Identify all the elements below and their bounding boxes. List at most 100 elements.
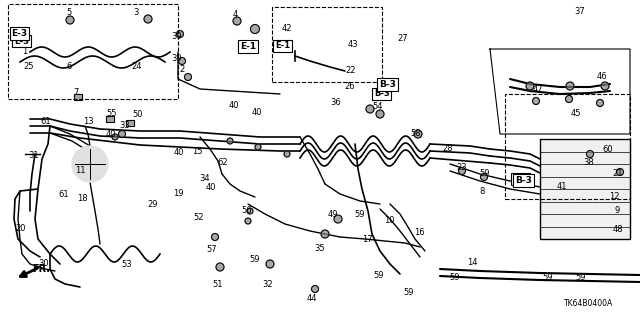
Text: 45: 45: [571, 109, 581, 118]
Bar: [74, 94, 82, 100]
Text: 41: 41: [557, 182, 567, 191]
Text: 56: 56: [241, 206, 252, 215]
Text: 61: 61: [59, 190, 69, 199]
Text: 31: 31: [29, 151, 39, 160]
Text: 59: 59: [355, 210, 365, 219]
Text: 40: 40: [228, 101, 239, 110]
Circle shape: [532, 98, 540, 105]
Text: E-1: E-1: [275, 41, 290, 50]
Text: 15: 15: [192, 147, 202, 156]
Bar: [8, 4, 178, 99]
Text: B-3: B-3: [515, 176, 532, 185]
Text: 12: 12: [609, 192, 620, 201]
Text: 54: 54: [372, 102, 383, 111]
Text: B-3: B-3: [379, 80, 396, 89]
Text: 9: 9: [614, 206, 620, 215]
Circle shape: [179, 57, 186, 64]
Circle shape: [321, 230, 329, 238]
Circle shape: [184, 73, 191, 80]
Text: 35: 35: [315, 244, 325, 253]
Circle shape: [458, 167, 465, 174]
Text: FR.: FR.: [32, 264, 50, 274]
Text: 59: 59: [543, 273, 553, 282]
Text: 20: 20: [15, 224, 26, 233]
Circle shape: [216, 263, 224, 271]
Text: 58: 58: [411, 130, 421, 138]
Bar: [126, 120, 134, 126]
Circle shape: [601, 82, 609, 90]
Text: 59: 59: [403, 288, 413, 297]
Circle shape: [112, 134, 118, 140]
Text: 34: 34: [200, 174, 210, 183]
Text: 14: 14: [467, 258, 477, 267]
Circle shape: [376, 110, 384, 118]
Circle shape: [566, 95, 573, 102]
Text: 28: 28: [443, 144, 453, 153]
Text: 29: 29: [147, 200, 157, 209]
Text: 59: 59: [374, 271, 384, 280]
Text: 62: 62: [218, 158, 228, 167]
Text: 10: 10: [384, 216, 394, 225]
Bar: [106, 116, 114, 122]
Circle shape: [233, 17, 241, 25]
Circle shape: [366, 105, 374, 113]
Text: E-3: E-3: [14, 36, 29, 46]
Text: 60: 60: [603, 145, 613, 154]
Text: E-3: E-3: [12, 29, 28, 38]
Bar: [272, 7, 382, 82]
Circle shape: [312, 286, 319, 293]
Circle shape: [616, 168, 623, 175]
Circle shape: [211, 234, 218, 241]
Circle shape: [266, 260, 274, 268]
Text: 21: 21: [612, 169, 623, 178]
Text: 26: 26: [345, 82, 355, 91]
Text: B-3: B-3: [513, 174, 529, 183]
Text: 39: 39: [172, 54, 182, 63]
Text: 25: 25: [24, 62, 34, 70]
Text: 17: 17: [362, 235, 372, 244]
Text: 8: 8: [480, 187, 485, 196]
Circle shape: [72, 146, 108, 182]
Text: 43: 43: [348, 40, 358, 49]
Text: 53: 53: [122, 260, 132, 269]
Text: 23: 23: [457, 163, 467, 172]
Bar: [505, 94, 630, 199]
Text: 36: 36: [331, 98, 341, 107]
Text: 52: 52: [193, 213, 204, 222]
Circle shape: [586, 151, 593, 158]
Text: 30: 30: [38, 259, 49, 268]
Text: 42: 42: [282, 24, 292, 33]
Text: 33: 33: [120, 121, 130, 130]
Text: 38: 38: [584, 158, 594, 167]
Bar: [540, 139, 630, 239]
Text: 22: 22: [346, 66, 356, 75]
Circle shape: [227, 138, 233, 144]
Text: 18: 18: [77, 194, 87, 203]
Bar: [74, 94, 82, 100]
Circle shape: [118, 130, 125, 137]
Text: 19: 19: [173, 189, 183, 198]
Text: 59: 59: [479, 169, 490, 178]
Circle shape: [414, 130, 422, 138]
Text: 61: 61: [41, 117, 51, 126]
Text: 13: 13: [83, 117, 93, 126]
Text: 50: 50: [132, 110, 143, 119]
Text: 48: 48: [613, 225, 623, 234]
Bar: [106, 116, 114, 122]
Text: 27: 27: [398, 34, 408, 43]
Circle shape: [566, 82, 574, 90]
Text: 39: 39: [172, 32, 182, 41]
Text: 4: 4: [233, 10, 238, 19]
Circle shape: [284, 151, 290, 157]
Text: 3: 3: [134, 8, 139, 17]
Text: 16: 16: [414, 228, 424, 237]
Text: E-1: E-1: [240, 42, 256, 51]
Circle shape: [66, 16, 74, 24]
Text: 24: 24: [131, 62, 141, 70]
Text: 6: 6: [67, 62, 72, 70]
Text: 11: 11: [76, 166, 86, 175]
Text: 1: 1: [22, 47, 27, 56]
Text: TK64B0400A: TK64B0400A: [564, 299, 613, 308]
Circle shape: [250, 25, 259, 33]
Circle shape: [177, 31, 184, 38]
